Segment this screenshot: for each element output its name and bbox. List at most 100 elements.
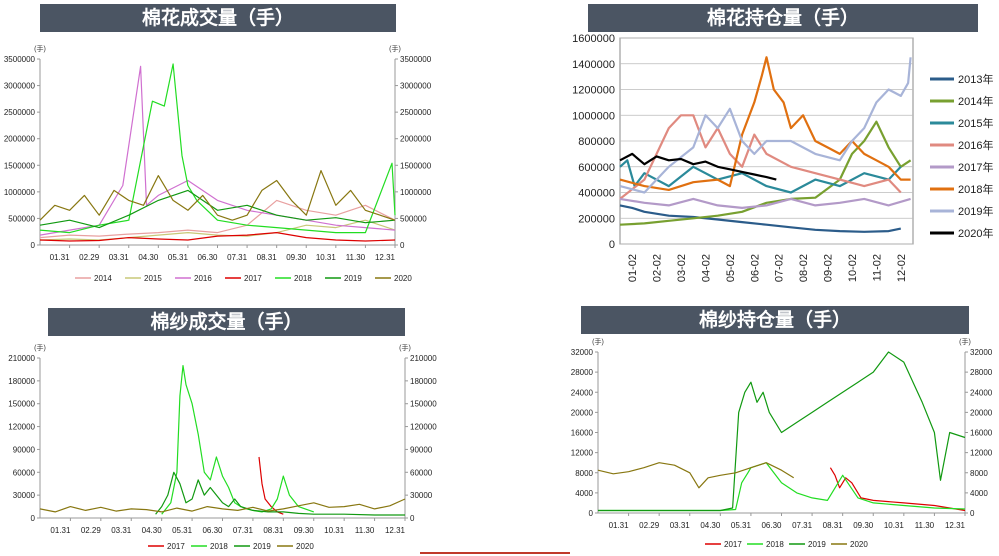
cotton_oi-series-2014年 [619, 120, 912, 226]
yarn_volume-y-tick-label: 60000 [13, 468, 36, 477]
yarn_oi-y-tick-label-right: 32000 [970, 348, 993, 357]
cotton_volume-legend-label: 2016 [194, 274, 212, 283]
cotton_oi-y-tick-label: 800000 [578, 136, 615, 148]
cotton_oi-series-2017年 [619, 197, 911, 209]
yarn_volume-series-2020 [39, 498, 406, 513]
cotton_volume-y-tick-label-right: 2500000 [400, 108, 432, 117]
cotton_oi-y-tick-label: 1200000 [572, 85, 615, 97]
yarn_oi-x-tick-label: 10.31 [884, 521, 905, 530]
cotton_oi-legend-label: 2015年 [958, 116, 993, 130]
yarn_volume-x-tick-label: 08.31 [263, 526, 284, 535]
cotton_volume-unit-right: (手) [389, 44, 401, 53]
yarn_volume-unit-left: (手) [34, 343, 46, 352]
yarn_oi-x-tick-label: 01.31 [609, 521, 630, 530]
cotton_volume-x-tick-label: 05.31 [168, 253, 189, 262]
yarn_volume-y-tick-label-right: 60000 [410, 468, 433, 477]
yarn_volume-x-tick-label: 06.30 [202, 526, 223, 535]
yarn_oi-legend-label: 2019 [808, 540, 826, 549]
yarn_volume-x-tick-label: 12.31 [385, 526, 406, 535]
cotton_volume-y-tick-label-right: 500000 [400, 214, 427, 223]
cotton_volume-x-tick-label: 07.31 [227, 253, 248, 262]
yarn_volume-y-tick-label-right: 30000 [410, 491, 433, 500]
cotton_volume-unit-left: (手) [34, 44, 46, 53]
cotton_oi-x-tick-label: 04-02 [700, 254, 712, 282]
yarn_oi-x-tick-label: 05.31 [731, 521, 752, 530]
yarn_volume-x-tick-label: 11.30 [355, 526, 375, 535]
cotton_volume-x-tick-label: 01.31 [50, 253, 71, 262]
cotton-oi-title: 棉花持仓量（手） [588, 4, 978, 32]
yarn_oi-y-tick-label-right: 0 [970, 509, 975, 518]
yarn_volume-y-tick-label-right: 150000 [410, 400, 437, 409]
cotton-volume-title: 棉花成交量（手） [40, 4, 396, 32]
cotton_oi-legend-label: 2019年 [958, 204, 993, 218]
cotton_volume-x-tick-label: 08.31 [257, 253, 278, 262]
yarn_oi-y-tick-label-right: 28000 [970, 368, 993, 377]
cotton_oi-x-tick-label: 05-02 [725, 254, 737, 282]
cotton_oi-x-tick-label: 03-02 [676, 254, 688, 282]
yarn_oi-legend-label: 2020 [850, 540, 868, 549]
cotton_volume-y-tick-label: 2500000 [4, 108, 36, 117]
yarn_volume-series-2018 [161, 365, 314, 515]
yarn_oi-x-tick-label: 04.30 [700, 521, 721, 530]
yarn_volume-y-tick-label: 30000 [13, 491, 36, 500]
cotton_oi-x-tick-label: 09-02 [823, 254, 835, 282]
yarn_oi-y-tick-label-right: 12000 [970, 449, 993, 458]
cotton_oi-y-tick-label: 0 [609, 239, 615, 251]
cotton_volume-y-tick-label: 1000000 [4, 188, 36, 197]
yarn_volume-y-tick-label-right: 180000 [410, 377, 437, 386]
yarn_oi-legend-label: 2017 [724, 540, 742, 549]
cotton_oi-legend-label: 2018年 [958, 182, 993, 196]
cotton_volume-series-2014 [39, 199, 396, 239]
yarn_volume-x-tick-label: 03.31 [111, 526, 132, 535]
yarn_volume-y-tick-label-right: 210000 [410, 354, 437, 363]
cotton_volume-x-tick-label: 04.30 [138, 253, 159, 262]
cotton_oi-x-tick-label: 01-02 [627, 254, 639, 282]
cotton_volume-series-2017 [39, 232, 396, 242]
cotton_volume-legend-label: 2020 [394, 274, 412, 283]
yarn_oi-y-tick-label-right: 24000 [970, 388, 993, 397]
yarn_oi-y-tick-label-right: 4000 [970, 489, 988, 498]
yarn_oi-x-tick-label: 07.31 [792, 521, 813, 530]
yarn_volume-series-2019 [155, 471, 405, 516]
cotton_volume-legend-label: 2017 [244, 274, 262, 283]
yarn_volume-y-tick-label: 90000 [13, 445, 36, 454]
cotton_volume-y-tick-label-right: 3500000 [400, 55, 432, 64]
yarn_oi-unit-right: (手) [959, 337, 971, 346]
cotton_oi-y-tick-label: 1600000 [572, 33, 615, 45]
yarn_oi-x-tick-label: 08.31 [823, 521, 844, 530]
bottom-divider [420, 552, 570, 554]
cotton_volume-x-tick-label: 12.31 [375, 253, 396, 262]
cotton_oi-x-tick-label: 08-02 [798, 254, 810, 282]
cotton_oi-series-2019年 [619, 57, 912, 194]
yarn_oi-x-tick-label: 11.30 [915, 521, 935, 530]
cotton_oi-legend-label: 2020年 [958, 226, 993, 240]
yarn_volume-y-tick-label: 210000 [8, 354, 35, 363]
yarn_oi-y-tick-label: 12000 [571, 449, 594, 458]
cotton_oi-x-tick-label: 07-02 [774, 254, 786, 282]
cotton_oi-legend-label: 2013年 [958, 72, 993, 86]
yarn_oi-y-tick-label: 16000 [571, 429, 594, 438]
yarn_oi-y-tick-label-right: 20000 [970, 408, 993, 417]
yarn-volume-title: 棉纱成交量（手） [48, 308, 405, 336]
yarn_oi-y-tick-label-right: 16000 [970, 429, 993, 438]
yarn_volume-legend-label: 2019 [253, 542, 271, 551]
cotton_volume-y-tick-label-right: 0 [400, 241, 405, 250]
yarn_volume-unit-right: (手) [399, 343, 411, 352]
cotton_volume-series-2020 [39, 170, 396, 221]
yarn_oi-x-tick-label: 12.31 [945, 521, 966, 530]
cotton_oi-y-tick-label: 400000 [578, 188, 615, 200]
cotton_volume-y-tick-label: 3500000 [4, 55, 36, 64]
cotton_volume-y-tick-label-right: 3000000 [400, 82, 432, 91]
cotton_oi-y-tick-label: 1000000 [572, 110, 615, 122]
yarn_oi-x-tick-label: 06.30 [761, 521, 782, 530]
cotton_oi-x-tick-label: 10-02 [847, 254, 859, 282]
cotton_volume-y-tick-label-right: 1000000 [400, 188, 432, 197]
yarn_volume-x-tick-label: 04.30 [142, 526, 163, 535]
cotton_oi-x-tick-label: 11-02 [871, 254, 883, 281]
yarn_oi-y-tick-label: 8000 [575, 469, 593, 478]
cotton_oi-series-2020年 [619, 152, 777, 181]
yarn_volume-legend-label: 2017 [167, 542, 185, 551]
cotton_volume-x-tick-label: 10.31 [316, 253, 337, 262]
cotton_volume-x-tick-label: 09.30 [286, 253, 307, 262]
